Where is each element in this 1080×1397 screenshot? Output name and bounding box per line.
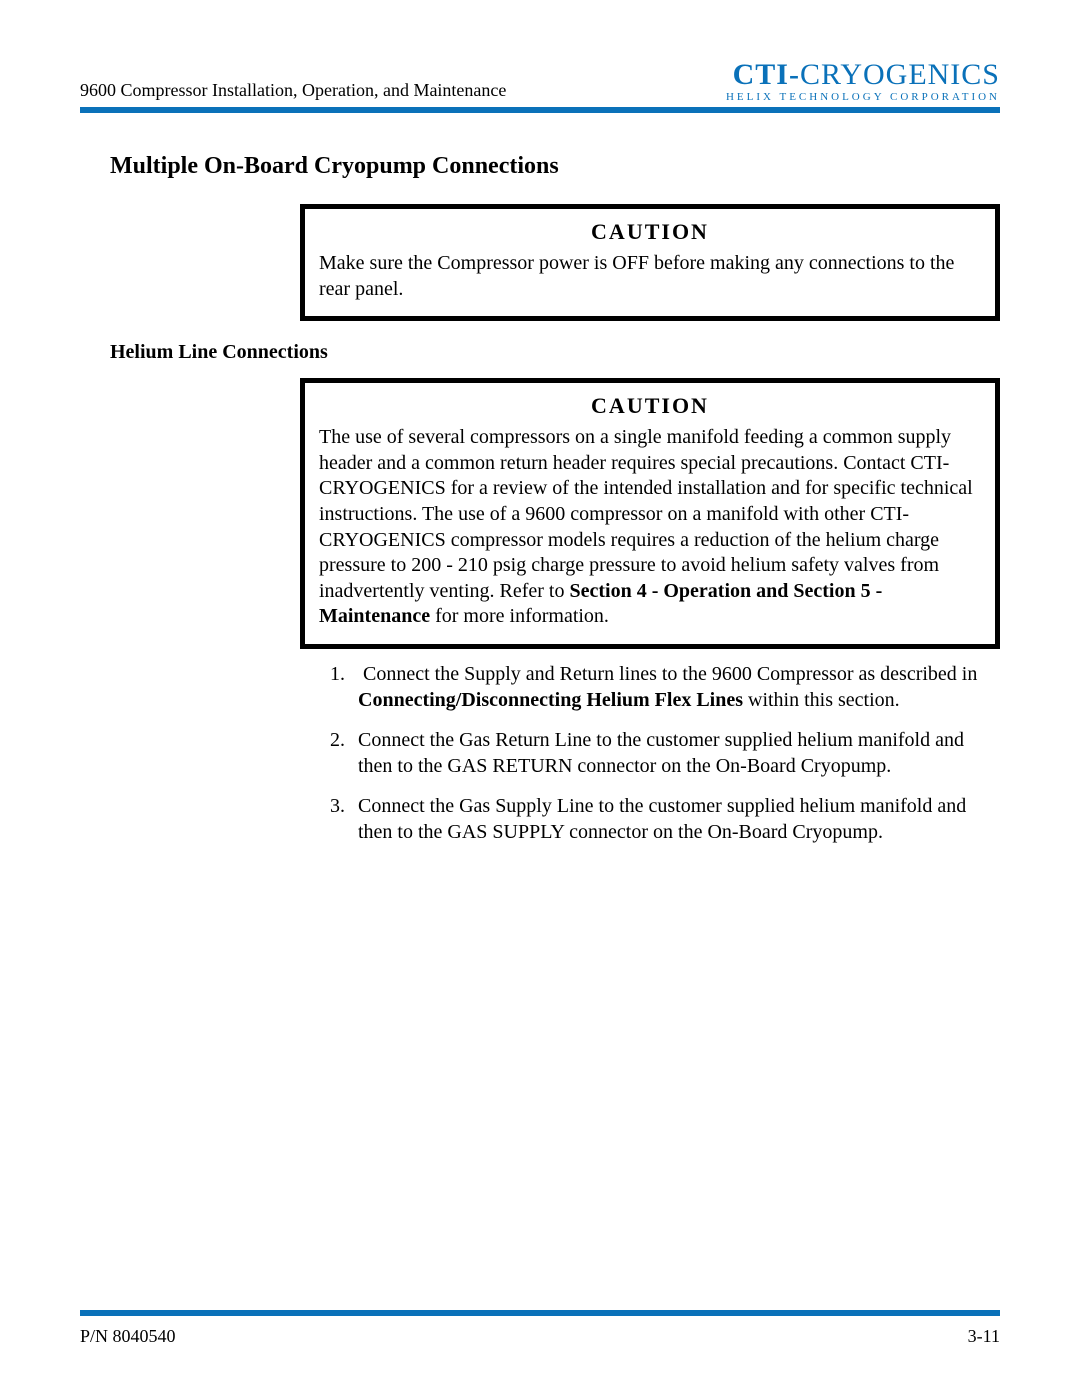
caution-text-b: for more information.: [430, 605, 609, 627]
step-text-b: within this section.: [743, 689, 900, 711]
caution-text-a: The use of several compressors on a sing…: [319, 426, 973, 602]
logo-suffix: CRYOGENICS: [800, 58, 1000, 91]
footer-row: P/N 8040540 3-11: [80, 1326, 1000, 1347]
content: Multiple On-Board Cryopump Connections C…: [80, 153, 1000, 845]
logo: CTI-CRYOGENICS HELIX TECHNOLOGY CORPORAT…: [726, 60, 1000, 103]
caution-label: CAUTION: [319, 393, 981, 419]
logo-prefix: CTI-: [733, 58, 800, 91]
part-number: P/N 8040540: [80, 1326, 176, 1347]
step-1: Connect the Supply and Return lines to t…: [330, 661, 980, 713]
section-title: Multiple On-Board Cryopump Connections: [110, 153, 1000, 180]
header: 9600 Compressor Installation, Operation,…: [80, 60, 1000, 103]
caution-box-2: CAUTION The use of several compressors o…: [300, 378, 1000, 649]
caution-box-1: CAUTION Make sure the Compressor power i…: [300, 204, 1000, 321]
page: 9600 Compressor Installation, Operation,…: [0, 0, 1080, 1397]
footer-rule: [80, 1310, 1000, 1316]
caution-text: Make sure the Compressor power is OFF be…: [319, 251, 981, 302]
logo-main: CTI-CRYOGENICS: [726, 60, 1000, 90]
page-number: 3-11: [968, 1326, 1000, 1347]
header-rule: [80, 107, 1000, 113]
step-2: Connect the Gas Return Line to the custo…: [330, 727, 980, 779]
step-text-a: Connect the Supply and Return lines to t…: [363, 663, 977, 685]
caution-label: CAUTION: [319, 219, 981, 245]
step-3: Connect the Gas Supply Line to the custo…: [330, 793, 980, 845]
doc-title: 9600 Compressor Installation, Operation,…: [80, 80, 506, 103]
logo-subtitle: HELIX TECHNOLOGY CORPORATION: [726, 92, 1000, 103]
subsection-title: Helium Line Connections: [110, 341, 1000, 364]
step-text-bold: Connecting/Disconnecting Helium Flex Lin…: [358, 689, 743, 711]
caution-text: The use of several compressors on a sing…: [319, 425, 981, 630]
steps-list: Connect the Supply and Return lines to t…: [330, 661, 980, 845]
footer: P/N 8040540 3-11: [80, 1310, 1000, 1347]
